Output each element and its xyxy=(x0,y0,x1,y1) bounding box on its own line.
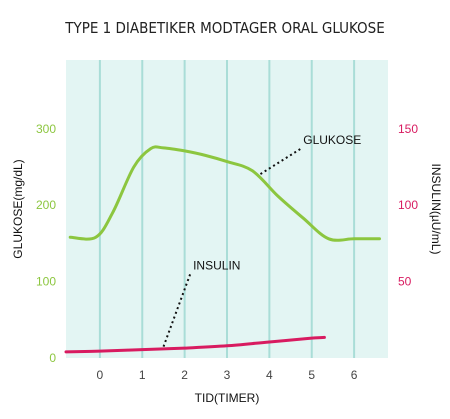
series-layer xyxy=(64,145,381,354)
x-axis-label: TID(TIMER) xyxy=(195,391,260,405)
chart-title: TYPE 1 DIABETIKER MODTAGER ORAL GLUKOSE xyxy=(64,19,385,37)
x-tick-label-4: 4 xyxy=(266,368,273,382)
right-tick-label-0: 50 xyxy=(398,275,412,289)
left-axis-ticks: 0 100 200 300 xyxy=(36,122,56,365)
x-axis-ticks: 0 1 2 3 4 5 6 xyxy=(97,368,358,382)
annotation-label-glukose: GLUKOSE xyxy=(303,133,361,147)
left-tick-label-1: 100 xyxy=(36,275,56,289)
left-tick-label-2: 200 xyxy=(36,198,56,212)
x-tick-label-0: 0 xyxy=(97,368,104,382)
left-tick-label-0: 0 xyxy=(49,351,56,365)
x-tick-label-2: 2 xyxy=(181,368,188,382)
x-tick-label-5: 5 xyxy=(308,368,315,382)
annotations: GLUKOSE INSULIN xyxy=(162,133,361,348)
annotation-leader-0 xyxy=(258,148,301,176)
right-tick-label-2: 150 xyxy=(398,122,418,136)
x-tick-label-3: 3 xyxy=(224,368,231,382)
right-axis-ticks: 50 100 150 xyxy=(398,122,418,289)
annotation-label-insulin: INSULIN xyxy=(193,258,240,272)
series-line-glukose xyxy=(68,145,381,242)
grid xyxy=(98,60,356,358)
right-axis-label: INSULIN(µU/mL) xyxy=(429,164,443,255)
x-tick-label-6: 6 xyxy=(351,368,358,382)
x-tick-label-1: 1 xyxy=(139,368,146,382)
left-axis-label: GLUKOSE(mg/dL) xyxy=(11,159,25,258)
left-tick-label-3: 300 xyxy=(36,122,56,136)
series-line-insulin xyxy=(64,335,326,354)
right-tick-label-1: 100 xyxy=(398,198,418,212)
